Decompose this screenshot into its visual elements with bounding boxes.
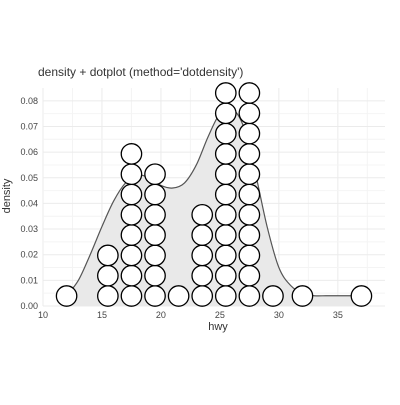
dot bbox=[238, 102, 261, 125]
dot bbox=[144, 244, 166, 267]
dot bbox=[120, 264, 143, 287]
dot bbox=[238, 143, 261, 165]
dot bbox=[97, 264, 119, 287]
dot bbox=[238, 285, 261, 307]
dot bbox=[238, 82, 261, 104]
dot bbox=[191, 244, 214, 267]
dot bbox=[191, 264, 214, 287]
dot bbox=[214, 82, 237, 104]
dot bbox=[120, 285, 143, 307]
y-tick-label: 0.02 bbox=[20, 250, 38, 260]
x-axis-ticks: 10 15 20 25 30 35 bbox=[38, 310, 343, 320]
y-tick-label: 0.03 bbox=[20, 224, 38, 234]
dot bbox=[144, 183, 166, 206]
y-axis-ticks: 0.00 0.01 0.02 0.03 0.04 0.05 0.06 0.07 0.08 bbox=[20, 96, 38, 311]
dot bbox=[191, 224, 214, 246]
dot bbox=[238, 203, 261, 226]
dot bbox=[120, 183, 143, 206]
chart-title: density + dotplot (method='dotdensity') bbox=[38, 65, 243, 79]
dot bbox=[214, 224, 237, 246]
dot bbox=[214, 102, 237, 125]
dot bbox=[120, 143, 143, 165]
dot bbox=[214, 122, 237, 145]
x-tick-label: 35 bbox=[333, 310, 343, 320]
y-tick-label: 0.01 bbox=[20, 275, 38, 285]
y-tick-label: 0.04 bbox=[20, 198, 38, 208]
dotplot-dots bbox=[55, 82, 373, 307]
dot bbox=[214, 264, 237, 287]
dot bbox=[167, 285, 190, 307]
dot bbox=[238, 163, 261, 186]
dot bbox=[120, 244, 143, 267]
dot bbox=[291, 285, 314, 307]
dot bbox=[238, 183, 261, 206]
dot bbox=[144, 224, 166, 246]
dot bbox=[97, 285, 119, 307]
dot bbox=[191, 203, 214, 226]
dot bbox=[144, 264, 166, 287]
x-tick-label: 20 bbox=[156, 310, 166, 320]
dot bbox=[262, 285, 284, 307]
y-tick-label: 0.08 bbox=[20, 96, 38, 106]
dot bbox=[238, 244, 261, 267]
dot bbox=[214, 183, 237, 206]
dot bbox=[120, 203, 143, 226]
x-tick-label: 30 bbox=[274, 310, 284, 320]
dot bbox=[97, 244, 119, 267]
dot bbox=[144, 203, 166, 226]
dot bbox=[214, 163, 237, 186]
dot bbox=[238, 122, 261, 145]
x-tick-label: 10 bbox=[38, 310, 48, 320]
y-tick-label: 0.05 bbox=[20, 173, 38, 183]
dot bbox=[238, 264, 261, 287]
y-tick-label: 0.00 bbox=[20, 301, 38, 311]
x-axis-label: hwy bbox=[208, 321, 228, 333]
dot bbox=[214, 143, 237, 165]
dot bbox=[191, 285, 214, 307]
dot bbox=[350, 285, 373, 307]
dot bbox=[120, 224, 143, 246]
dot bbox=[214, 203, 237, 226]
y-tick-label: 0.07 bbox=[20, 121, 38, 131]
dot bbox=[214, 285, 237, 307]
dot bbox=[214, 244, 237, 267]
dot bbox=[238, 224, 261, 246]
y-axis-label: density bbox=[1, 178, 13, 213]
y-tick-label: 0.06 bbox=[20, 147, 38, 157]
dot bbox=[120, 163, 143, 186]
dot bbox=[144, 163, 166, 186]
x-tick-label: 25 bbox=[215, 310, 225, 320]
dot bbox=[144, 285, 166, 307]
dot bbox=[55, 285, 78, 307]
x-tick-label: 15 bbox=[97, 310, 107, 320]
